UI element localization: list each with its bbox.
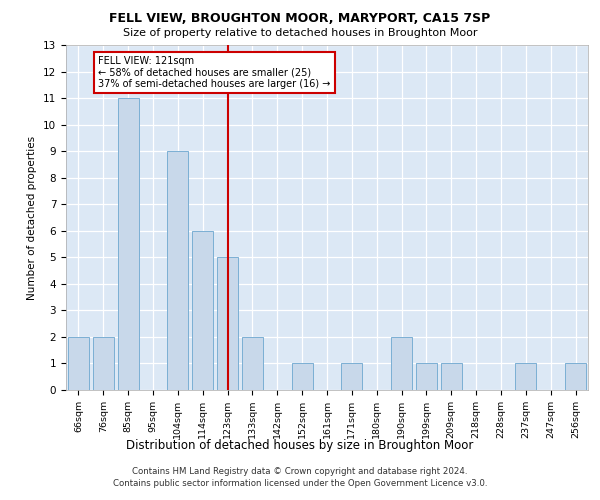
Bar: [93, 337, 114, 390]
Bar: [515, 364, 536, 390]
Text: Size of property relative to detached houses in Broughton Moor: Size of property relative to detached ho…: [123, 28, 477, 38]
Bar: [441, 364, 462, 390]
Bar: [167, 151, 188, 390]
Bar: [292, 364, 313, 390]
Bar: [68, 337, 89, 390]
Text: FELL VIEW: 121sqm
← 58% of detached houses are smaller (25)
37% of semi-detached: FELL VIEW: 121sqm ← 58% of detached hous…: [98, 56, 331, 89]
Bar: [118, 98, 139, 390]
Text: FELL VIEW, BROUGHTON MOOR, MARYPORT, CA15 7SP: FELL VIEW, BROUGHTON MOOR, MARYPORT, CA1…: [109, 12, 491, 24]
Text: Distribution of detached houses by size in Broughton Moor: Distribution of detached houses by size …: [127, 440, 473, 452]
Bar: [242, 337, 263, 390]
Bar: [217, 258, 238, 390]
Y-axis label: Number of detached properties: Number of detached properties: [28, 136, 37, 300]
Bar: [391, 337, 412, 390]
Bar: [416, 364, 437, 390]
Bar: [565, 364, 586, 390]
Bar: [192, 231, 213, 390]
Bar: [341, 364, 362, 390]
Text: Contains HM Land Registry data © Crown copyright and database right 2024.: Contains HM Land Registry data © Crown c…: [132, 467, 468, 476]
Text: Contains public sector information licensed under the Open Government Licence v3: Contains public sector information licen…: [113, 478, 487, 488]
